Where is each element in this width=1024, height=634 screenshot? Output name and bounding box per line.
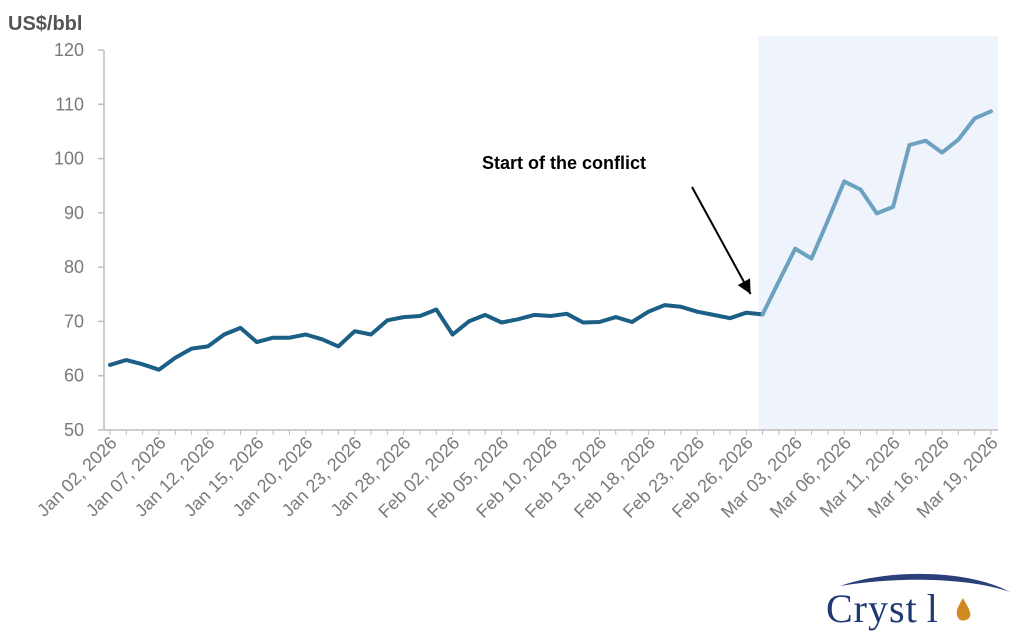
y-tick-label: 90 (64, 203, 84, 223)
series-line-before-conflict (108, 303, 765, 372)
y-axis-label: US$/bbl (8, 13, 82, 35)
y-tick-label: 60 (64, 366, 84, 386)
y-tick-label: 80 (64, 257, 84, 277)
arrow-head (737, 278, 751, 294)
conflict-period-highlight (758, 36, 998, 430)
y-tick-label: 120 (54, 40, 84, 60)
y-tick-label: 50 (64, 420, 84, 440)
y-tick-label: 100 (54, 149, 84, 169)
conflict-annotation-arrow (691, 186, 752, 295)
y-tick-labels: 50 60 70 80 90 100 110 120 (54, 40, 84, 440)
series-lines (108, 109, 993, 372)
arrow-shaft (691, 186, 752, 295)
y-tick-label: 110 (55, 94, 84, 114)
y-tick-label: 70 (64, 311, 84, 331)
logo-text: Cryst l (826, 586, 939, 631)
logo-swoosh (840, 573, 1010, 592)
oil-drop-icon (956, 598, 971, 621)
conflict-annotation-label: Start of the conflict (482, 153, 646, 173)
crystol-logo: Cryst l (826, 573, 1010, 631)
axes (98, 49, 998, 435)
series-line-after-conflict (760, 109, 993, 317)
